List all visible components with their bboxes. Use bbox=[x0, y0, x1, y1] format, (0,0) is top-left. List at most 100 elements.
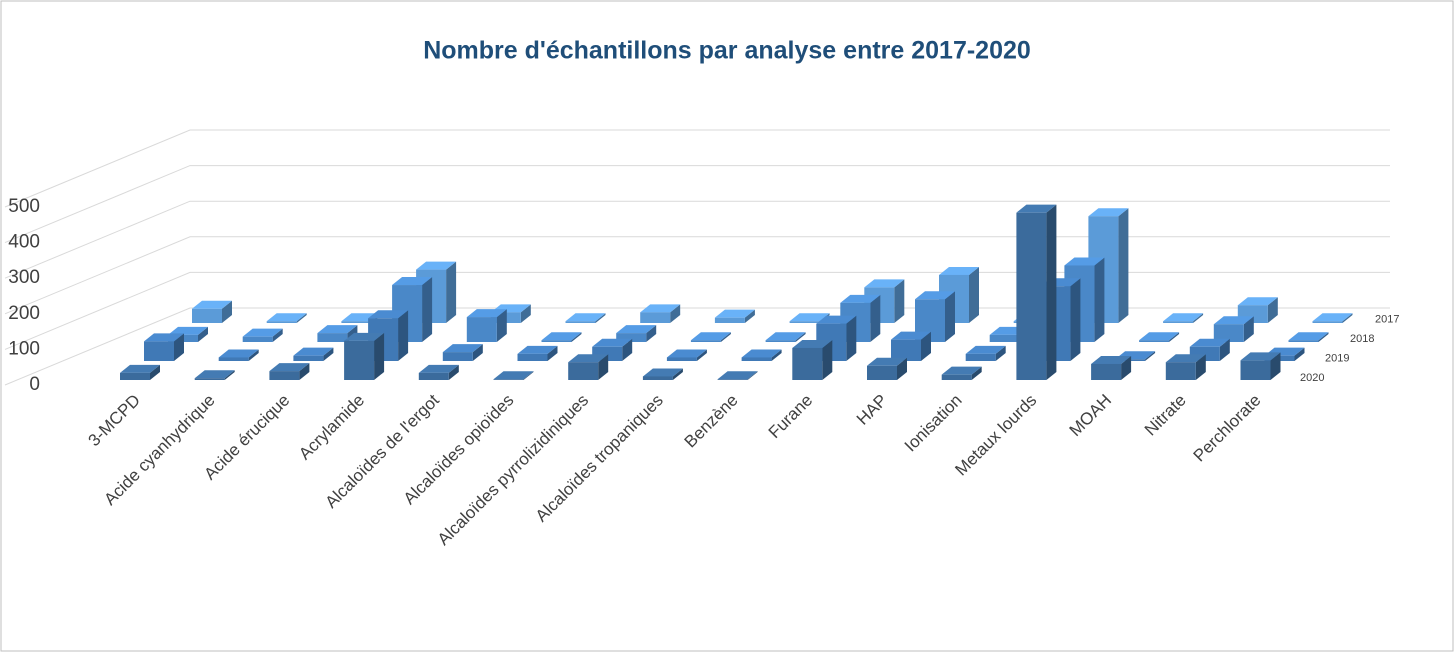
y-tick-label: 300 bbox=[8, 267, 40, 288]
bar bbox=[642, 376, 673, 380]
bar-side bbox=[1195, 354, 1206, 380]
bar-top bbox=[466, 309, 507, 318]
bar-side bbox=[174, 333, 184, 361]
bar-side bbox=[446, 261, 457, 323]
bar-side bbox=[547, 345, 558, 361]
bar bbox=[344, 340, 375, 380]
bar-top bbox=[1091, 355, 1132, 364]
bar-side bbox=[1121, 355, 1132, 380]
bar bbox=[690, 340, 721, 342]
bar bbox=[493, 379, 524, 380]
bar bbox=[616, 333, 647, 342]
bar-top bbox=[640, 304, 681, 313]
bar-top bbox=[939, 266, 979, 275]
bar-top bbox=[765, 332, 806, 341]
bar bbox=[192, 308, 222, 323]
bar bbox=[266, 321, 297, 323]
bar bbox=[717, 379, 748, 380]
bar-side bbox=[1294, 347, 1305, 361]
series-label: 2018 bbox=[1350, 333, 1374, 345]
bar-side bbox=[771, 349, 782, 361]
bar bbox=[1288, 340, 1319, 342]
bar-top bbox=[541, 332, 582, 341]
bar-side bbox=[296, 313, 307, 323]
bar-side bbox=[971, 366, 982, 380]
bar-top bbox=[1163, 313, 1204, 322]
bar-side bbox=[696, 349, 707, 361]
bar-top bbox=[965, 345, 1006, 354]
bar-top bbox=[941, 366, 982, 375]
bar bbox=[418, 372, 449, 380]
bar-top bbox=[789, 313, 830, 322]
bar-top bbox=[192, 300, 232, 309]
series-label: 2020 bbox=[1300, 372, 1324, 384]
bar bbox=[293, 355, 324, 361]
bar-side bbox=[747, 371, 758, 380]
bar-top bbox=[418, 364, 459, 373]
bar-side bbox=[1145, 351, 1156, 361]
y-tick-label: 500 bbox=[8, 196, 40, 217]
bar-top bbox=[242, 328, 283, 337]
bar-top bbox=[666, 349, 707, 358]
bar bbox=[541, 340, 572, 342]
bar-side bbox=[272, 328, 283, 342]
bar-top bbox=[642, 368, 683, 377]
bar-top bbox=[1016, 204, 1057, 213]
bar bbox=[867, 365, 897, 380]
bar-top bbox=[1189, 338, 1230, 347]
bar-top bbox=[592, 338, 633, 347]
bar-side bbox=[398, 310, 409, 361]
bar-top bbox=[714, 309, 755, 318]
bar bbox=[1139, 340, 1170, 342]
bar bbox=[269, 371, 300, 380]
bar bbox=[714, 317, 745, 323]
bar-side bbox=[598, 354, 609, 380]
bar-top bbox=[120, 364, 160, 373]
bar-side bbox=[1094, 257, 1105, 342]
bar bbox=[1091, 363, 1122, 380]
bar-side bbox=[422, 277, 433, 342]
bar-side bbox=[897, 357, 907, 380]
y-tick-label: 100 bbox=[8, 338, 40, 359]
bar bbox=[1240, 360, 1271, 380]
bar-side bbox=[646, 325, 657, 342]
bar-top bbox=[568, 354, 609, 363]
bar bbox=[442, 352, 473, 361]
bar-side bbox=[969, 266, 979, 323]
bar-side bbox=[323, 347, 334, 361]
bar-side bbox=[870, 294, 881, 342]
grid-line bbox=[4, 236, 1390, 315]
y-tick-label: 200 bbox=[8, 303, 40, 324]
bar bbox=[242, 336, 273, 342]
bar bbox=[194, 378, 225, 380]
bar-top bbox=[293, 347, 334, 356]
bar-side bbox=[1270, 352, 1281, 380]
grid-line bbox=[4, 129, 1390, 208]
bar bbox=[317, 333, 348, 342]
bar-top bbox=[1288, 332, 1329, 341]
bar-side bbox=[1046, 204, 1057, 380]
chart-title: Nombre d'échantillons par analyse entre … bbox=[423, 37, 1031, 65]
bar-top bbox=[741, 349, 782, 358]
bar-side bbox=[795, 332, 806, 342]
bar-side bbox=[299, 363, 310, 380]
bar bbox=[789, 321, 820, 323]
bar-top bbox=[717, 371, 758, 380]
bar-top bbox=[1165, 354, 1206, 363]
bar-side bbox=[822, 339, 833, 380]
bar-side bbox=[1070, 278, 1081, 361]
bar-top bbox=[144, 333, 184, 342]
bar-top bbox=[690, 332, 731, 341]
bar-side bbox=[744, 309, 755, 323]
bar-side bbox=[448, 364, 459, 380]
bar-side bbox=[248, 349, 259, 361]
bar-top bbox=[517, 345, 558, 354]
grid-line bbox=[4, 307, 1390, 386]
bar-top bbox=[616, 325, 657, 334]
bar-side bbox=[894, 279, 905, 323]
bar-top bbox=[840, 294, 881, 303]
bar-side bbox=[198, 326, 208, 342]
bar bbox=[144, 341, 174, 361]
